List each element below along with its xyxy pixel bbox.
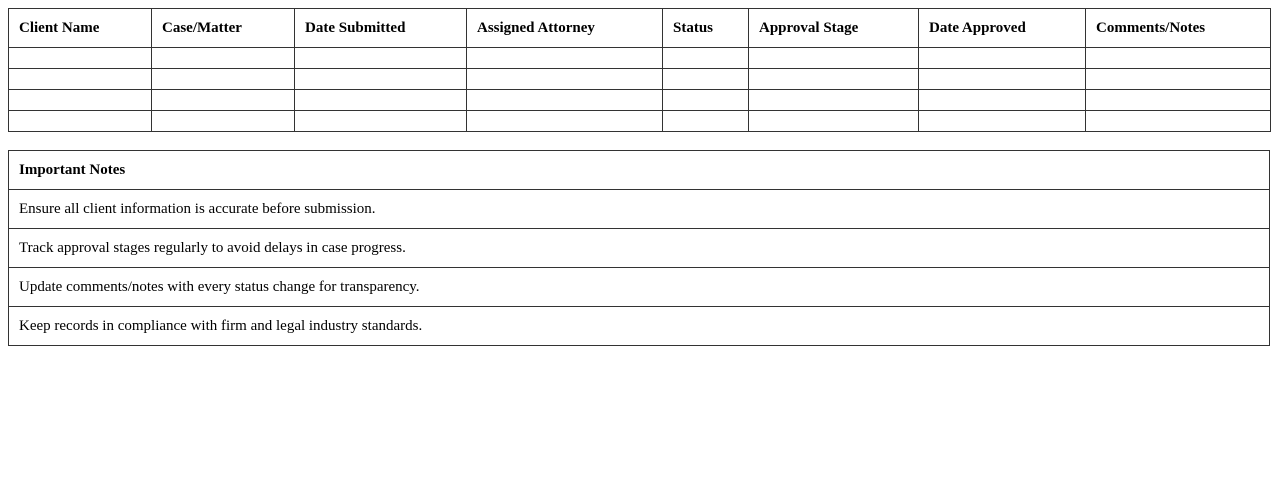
table-cell[interactable]	[8, 47, 152, 69]
note-item: Track approval stages regularly to avoid…	[8, 228, 1270, 268]
approval-tracker-table: Client Name Case/Matter Date Submitted A…	[8, 8, 1271, 132]
table-cell[interactable]	[466, 68, 663, 90]
table-cell[interactable]	[151, 68, 295, 90]
table-cell[interactable]	[294, 110, 467, 132]
table-cell[interactable]	[294, 47, 467, 69]
table-row	[8, 110, 1271, 132]
table-cell[interactable]	[748, 68, 919, 90]
table-row	[8, 68, 1271, 90]
table-cell[interactable]	[918, 47, 1086, 69]
table-cell[interactable]	[748, 110, 919, 132]
table-cell[interactable]	[151, 110, 295, 132]
table-cell[interactable]	[8, 89, 152, 111]
table-cell[interactable]	[294, 89, 467, 111]
table-cell[interactable]	[662, 110, 749, 132]
header-row: Client Name Case/Matter Date Submitted A…	[8, 8, 1271, 48]
table-cell[interactable]	[8, 68, 152, 90]
table-cell[interactable]	[8, 110, 152, 132]
notes-title: Important Notes	[8, 150, 1270, 190]
column-header-status: Status	[662, 8, 749, 48]
table-cell[interactable]	[662, 68, 749, 90]
note-row: Track approval stages regularly to avoid…	[8, 228, 1270, 268]
note-row: Update comments/notes with every status …	[8, 267, 1270, 307]
column-header-client-name: Client Name	[8, 8, 152, 48]
column-header-assigned-attorney: Assigned Attorney	[466, 8, 663, 48]
note-item: Keep records in compliance with firm and…	[8, 306, 1270, 346]
table-cell[interactable]	[1085, 110, 1271, 132]
note-item: Ensure all client information is accurat…	[8, 189, 1270, 229]
table-cell[interactable]	[466, 110, 663, 132]
note-row: Keep records in compliance with firm and…	[8, 306, 1270, 346]
column-header-approval-stage: Approval Stage	[748, 8, 919, 48]
note-item: Update comments/notes with every status …	[8, 267, 1270, 307]
column-header-case-matter: Case/Matter	[151, 8, 295, 48]
table-cell[interactable]	[1085, 47, 1271, 69]
table-cell[interactable]	[662, 89, 749, 111]
table-cell[interactable]	[748, 47, 919, 69]
notes-header-row: Important Notes	[8, 150, 1270, 190]
table-cell[interactable]	[918, 110, 1086, 132]
table-cell[interactable]	[294, 68, 467, 90]
note-row: Ensure all client information is accurat…	[8, 189, 1270, 229]
table-cell[interactable]	[151, 89, 295, 111]
table-row	[8, 47, 1271, 69]
table-cell[interactable]	[151, 47, 295, 69]
table-cell[interactable]	[662, 47, 749, 69]
column-header-comments-notes: Comments/Notes	[1085, 8, 1271, 48]
column-header-date-submitted: Date Submitted	[294, 8, 467, 48]
table-cell[interactable]	[748, 89, 919, 111]
table-cell[interactable]	[1085, 89, 1271, 111]
table-cell[interactable]	[466, 47, 663, 69]
table-cell[interactable]	[466, 89, 663, 111]
table-row	[8, 89, 1271, 111]
important-notes-table: Important Notes Ensure all client inform…	[8, 150, 1270, 346]
column-header-date-approved: Date Approved	[918, 8, 1086, 48]
table-cell[interactable]	[918, 68, 1086, 90]
table-cell[interactable]	[1085, 68, 1271, 90]
table-cell[interactable]	[918, 89, 1086, 111]
